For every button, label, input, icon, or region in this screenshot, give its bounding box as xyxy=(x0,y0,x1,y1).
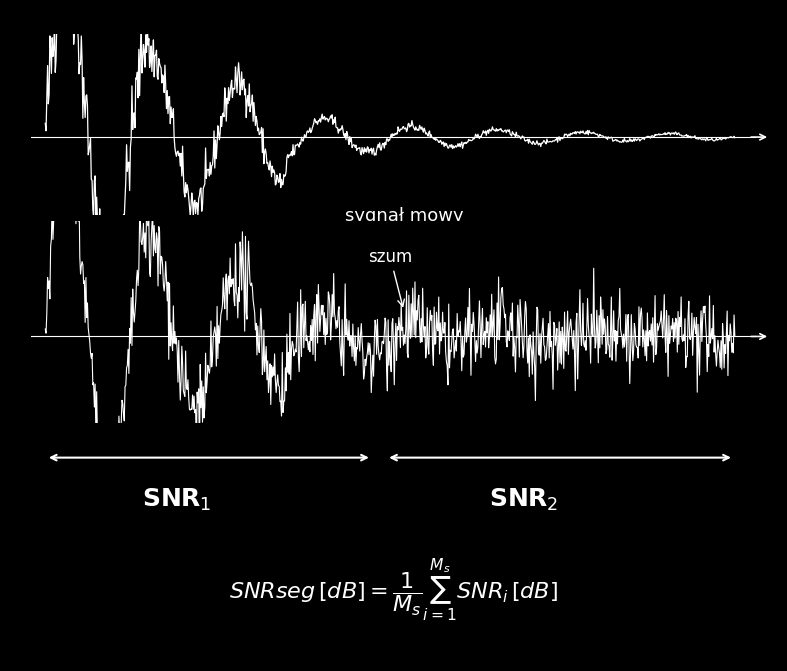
Text: szum: szum xyxy=(368,248,412,307)
Text: SNR$_2$: SNR$_2$ xyxy=(490,486,559,513)
Text: SNR$_1$: SNR$_1$ xyxy=(142,486,211,513)
Text: $\mathit{SNRseg}\,[dB] = \dfrac{1}{M_s} \sum_{i=1}^{M_s} SNR_i\,[dB]$: $\mathit{SNRseg}\,[dB] = \dfrac{1}{M_s} … xyxy=(229,556,558,623)
Text: sygnał mowy: sygnał mowy xyxy=(345,207,464,225)
